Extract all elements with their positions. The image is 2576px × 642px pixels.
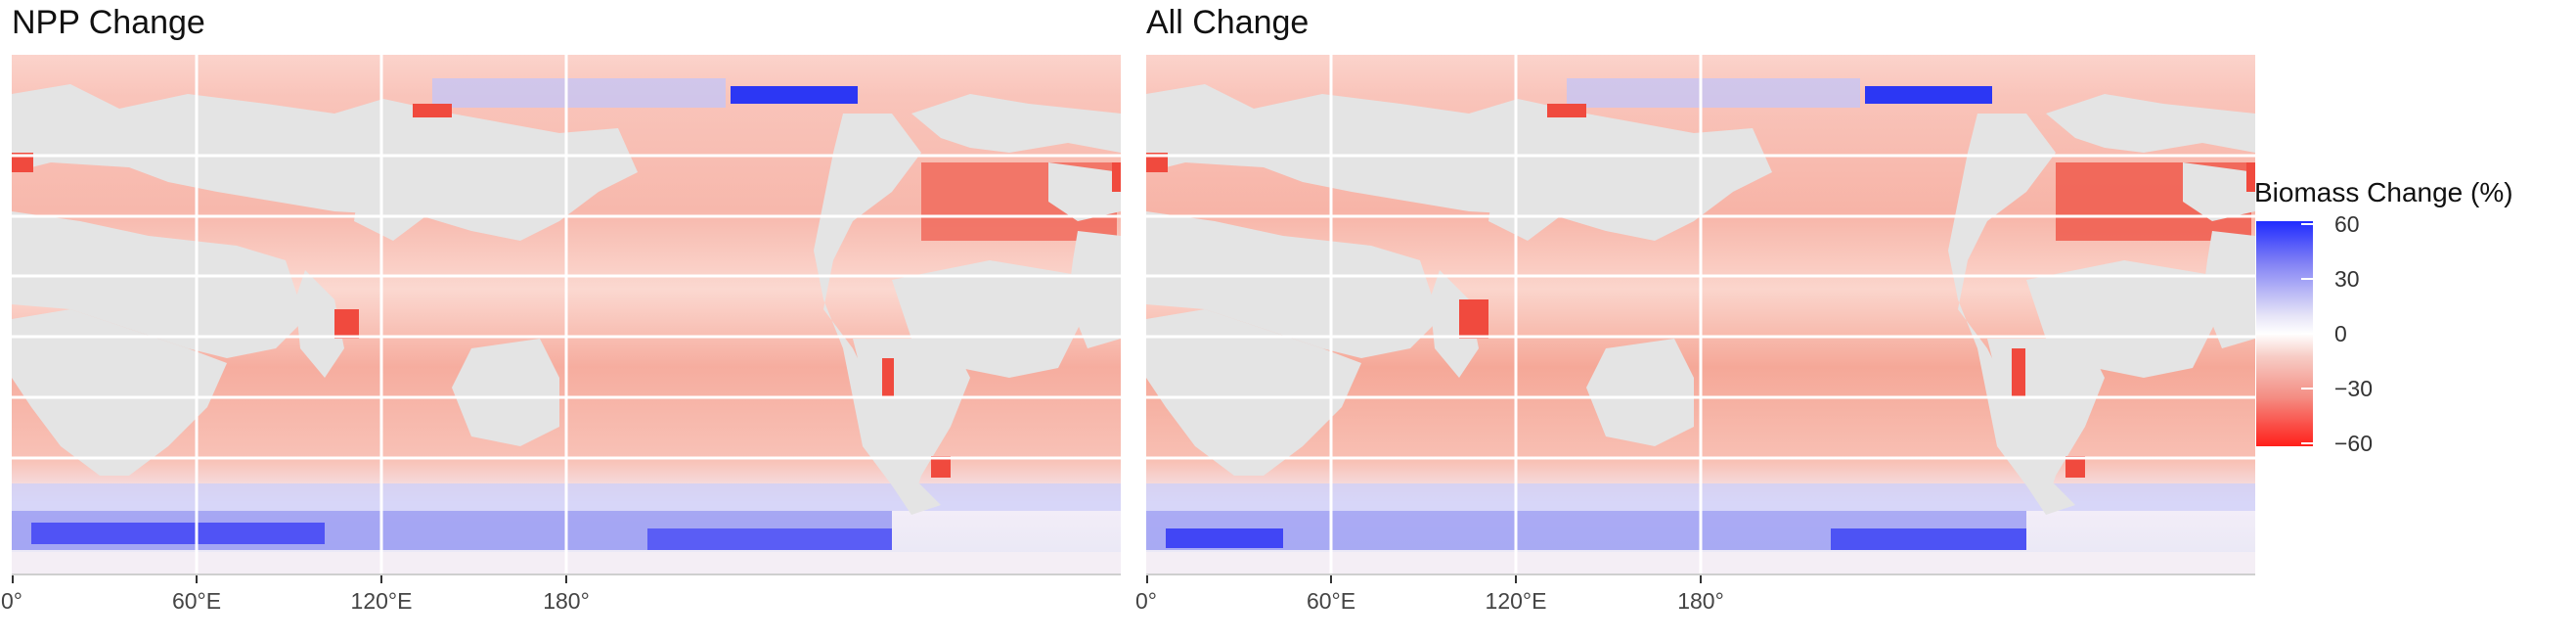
legend-tick-mark: [2301, 388, 2313, 390]
world-map: [12, 55, 1121, 575]
legend-title: Biomass Change (%): [2254, 177, 2513, 207]
legend-label-30: 30: [2334, 266, 2360, 292]
x-axis: 0° 60°E 120°E 180°: [1135, 575, 2255, 634]
x-tick-label: 60°E: [171, 588, 222, 614]
legend-label-60: 60: [2334, 211, 2360, 237]
land-masses: [12, 84, 1121, 515]
x-tick-mark: [12, 575, 14, 583]
legend-tick-mark: [2301, 333, 2313, 335]
x-tick-label: 0°: [1, 588, 22, 614]
x-tick-mark: [380, 575, 382, 583]
x-tick-label: 120°E: [1485, 588, 1547, 614]
arctic-increase: [432, 78, 726, 108]
x-axis: 0° 60°E 120°E 180°: [1, 575, 1121, 634]
arctic-increase: [1567, 78, 1860, 108]
legend-tick-mark: [2301, 278, 2313, 280]
x-tick-label: 120°E: [350, 588, 413, 614]
x-tick-label: 0°: [1135, 588, 1157, 614]
graticule-lines: [12, 55, 1121, 575]
coastal-decline-spots: [12, 104, 1121, 478]
southern-ocean-strong-increase: [31, 523, 325, 544]
southern-ocean-strong-increase: [1166, 528, 1283, 548]
x-tick-label: 60°E: [1306, 588, 1356, 614]
color-legend: Biomass Change (%) 60 30 0 −30 −60: [2254, 176, 2567, 470]
legend-label-minus-60: −60: [2334, 431, 2374, 456]
x-tick-mark: [1330, 575, 1332, 583]
panel-title: All Change: [1146, 4, 1310, 41]
x-tick-mark: [196, 575, 198, 583]
x-tick-mark: [1146, 575, 1148, 583]
x-tick-mark: [1515, 575, 1517, 583]
southern-ocean-strong-increase-east: [1831, 528, 2026, 550]
panel-npp-change: NPP Change: [1, 0, 1121, 642]
arctic-strong-increase: [731, 86, 858, 104]
legend-label-minus-30: −30: [2334, 376, 2374, 401]
x-tick-mark: [565, 575, 567, 583]
x-tick-label: 180°: [543, 588, 590, 614]
legend-tick-mark: [2301, 442, 2313, 444]
legend-label-0: 0: [2334, 321, 2347, 346]
graticule-lines: [1146, 55, 2255, 575]
map-svg: [1146, 55, 2255, 575]
arctic-strong-increase: [1865, 86, 1992, 104]
x-tick-label: 180°: [1677, 588, 1724, 614]
southern-ocean-strong-increase-east: [647, 528, 892, 550]
map-svg: [12, 55, 1121, 575]
world-map: [1146, 55, 2255, 575]
panel-all-change: All Change: [1135, 0, 2255, 642]
x-tick-mark: [1700, 575, 1702, 583]
legend-tick-mark: [2301, 223, 2313, 225]
panel-title: NPP Change: [12, 4, 205, 41]
coastal-decline-spots: [1146, 104, 2255, 478]
